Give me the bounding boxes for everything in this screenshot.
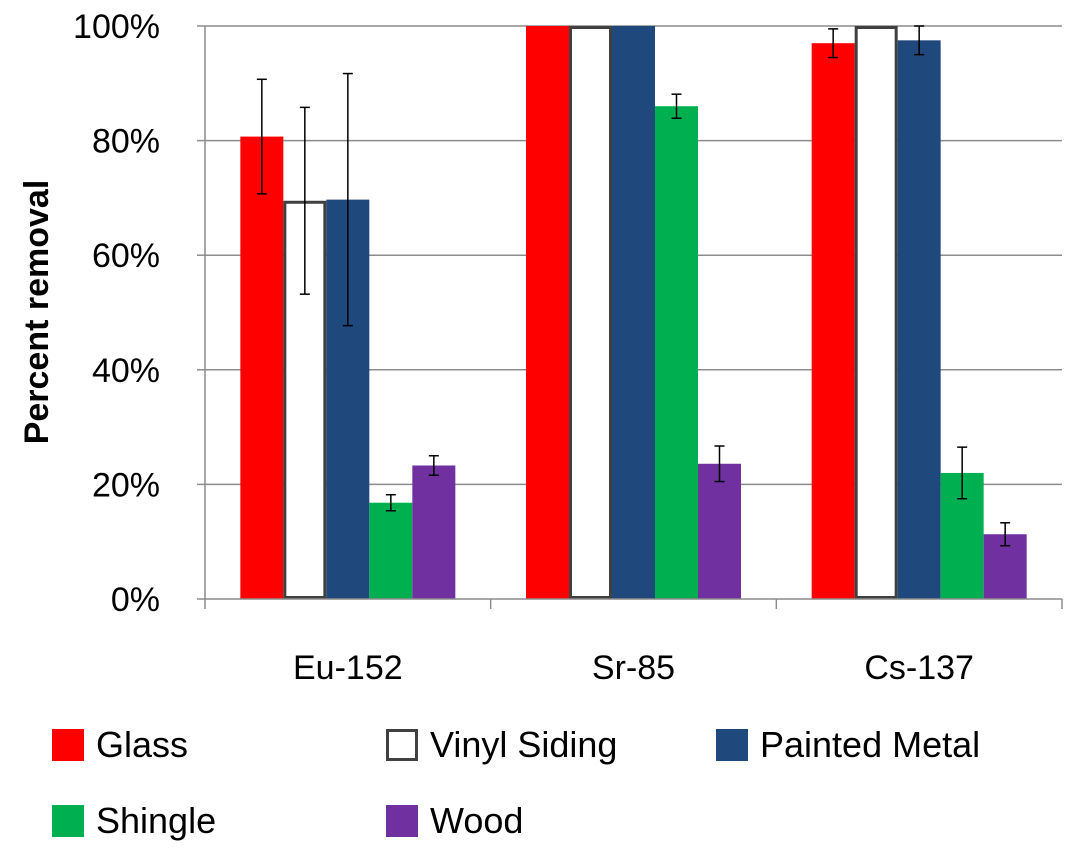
bar-wood	[698, 463, 741, 599]
bar-wood	[412, 465, 456, 599]
y-tick-label: 0%	[111, 581, 160, 619]
legend-label: Shingle	[96, 800, 216, 841]
bar-glass	[526, 26, 569, 599]
y-tick-label: 80%	[92, 123, 160, 161]
bar-glass	[240, 136, 284, 600]
legend-item: Painted Metal	[716, 724, 980, 765]
x-tick-label: Sr-85	[592, 649, 675, 687]
error-bar	[299, 106, 310, 295]
error-bar	[256, 78, 267, 195]
legend-item: Wood	[386, 800, 523, 841]
legend-item: Vinyl Siding	[386, 724, 617, 765]
bar-painted-metal	[612, 26, 655, 599]
legend-swatch	[52, 729, 84, 761]
bars	[240, 25, 1027, 600]
legend-swatch	[52, 805, 84, 837]
error-bar	[428, 455, 439, 476]
error-bar	[914, 25, 925, 56]
y-tick-label: 40%	[92, 352, 160, 390]
error-bar	[828, 28, 839, 59]
bar-shingle	[655, 106, 698, 599]
bar-vinyl-siding	[569, 26, 612, 599]
x-tick-label: Cs-137	[864, 649, 974, 687]
x-tick-label: Eu-152	[293, 649, 403, 687]
bar-painted-metal	[897, 40, 941, 599]
error-bar	[714, 445, 725, 483]
error-bar	[1000, 522, 1011, 547]
error-bar	[671, 93, 682, 120]
axes	[197, 25, 1063, 609]
legend-swatch	[386, 729, 418, 761]
legend-label: Glass	[96, 724, 188, 765]
legend-item: Shingle	[52, 800, 216, 841]
y-tick-label: 100%	[73, 8, 160, 46]
legend-label: Wood	[430, 800, 523, 841]
y-axis-title: Percent removal	[18, 180, 56, 445]
legend-item: Glass	[52, 724, 188, 765]
error-bar	[342, 72, 353, 327]
error-bar	[957, 446, 968, 500]
legend-swatch	[716, 729, 748, 761]
error-bar	[385, 493, 396, 512]
bar-glass	[811, 43, 855, 599]
y-tick-label: 60%	[92, 237, 160, 275]
legend-label: Vinyl Siding	[430, 724, 617, 765]
y-tick-label: 20%	[92, 466, 160, 504]
bar-shingle	[369, 502, 413, 599]
legend-label: Painted Metal	[760, 724, 980, 765]
bar-vinyl-siding	[854, 26, 898, 599]
tick-labels: 0% 20% 40% 60% 80% 100% Eu-152 Sr-85 Cs-137	[73, 8, 974, 687]
legend: Glass Vinyl Siding Painted Metal Shingle Woo…	[52, 724, 980, 841]
legend-swatch	[386, 805, 418, 837]
